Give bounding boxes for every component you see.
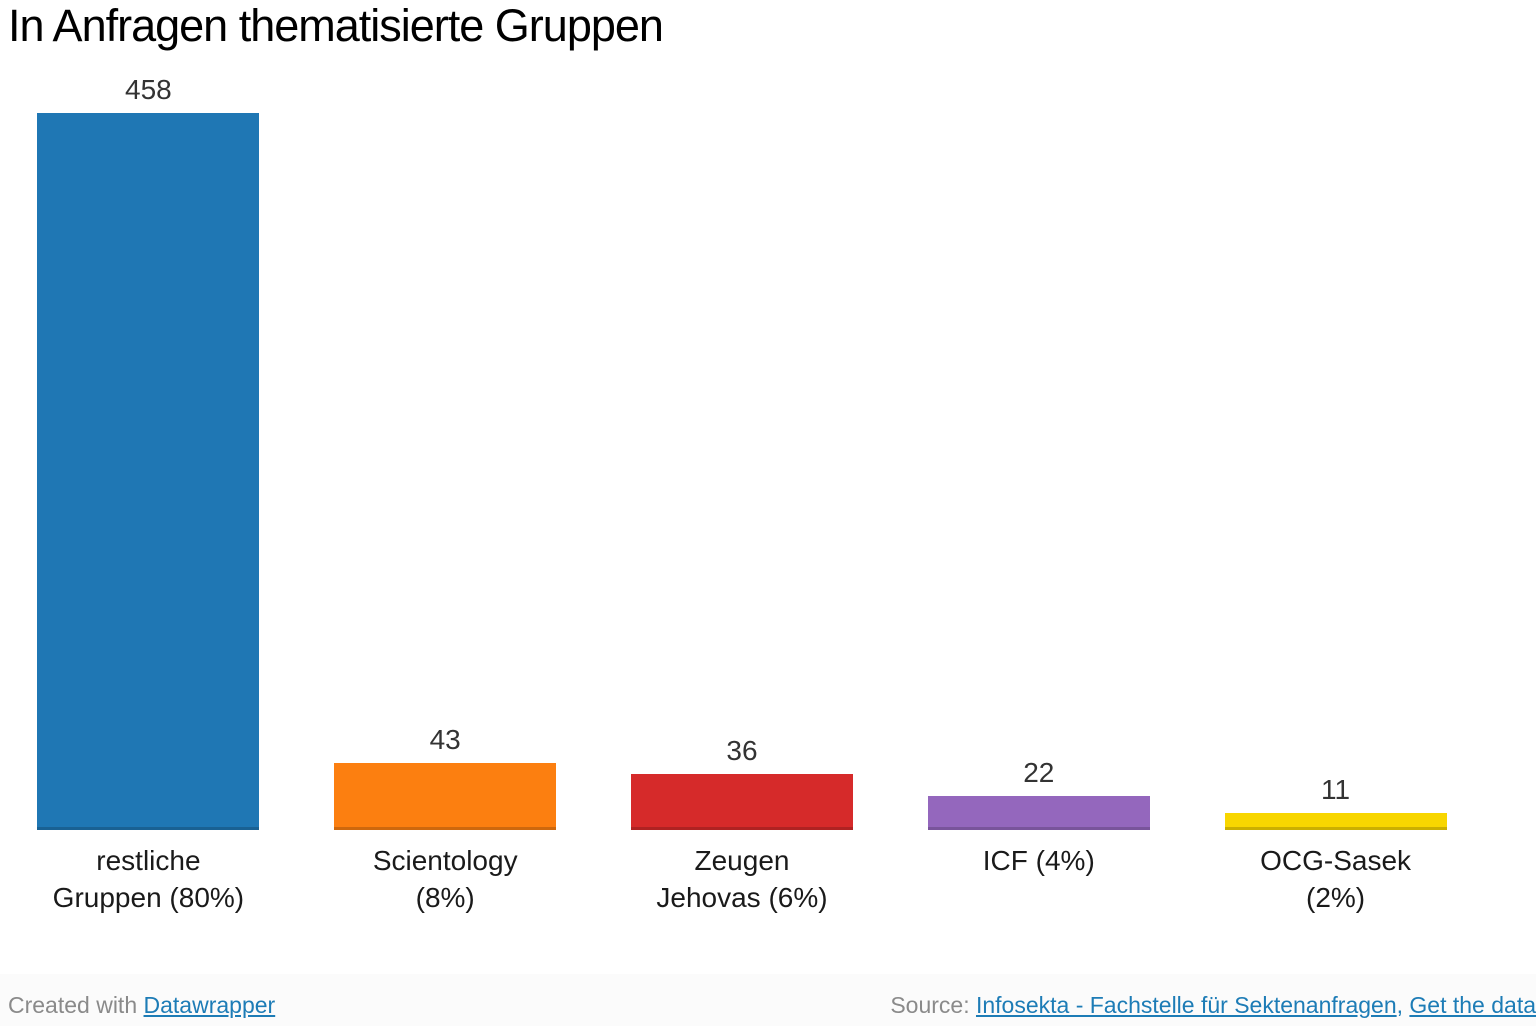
bar-column: 458 <box>0 70 297 830</box>
bar-restliche-gruppen <box>37 113 260 830</box>
label-line: OCG-Sasek <box>1260 845 1412 876</box>
bar-value-label: 22 <box>1023 757 1055 789</box>
bar-zeugen-jehovas <box>630 774 853 830</box>
label-line: restliche <box>96 845 201 876</box>
category-label-icf: ICF (4%) <box>890 842 1187 916</box>
page-title: In Anfragen thematisierte Gruppen <box>8 0 664 51</box>
label-line: Jehovas (6%) <box>656 882 828 913</box>
get-the-data-link[interactable]: Get the data <box>1409 992 1536 1018</box>
bar-value-label: 43 <box>429 724 461 756</box>
bar-column: 36 <box>594 70 891 830</box>
label-line: (2%) <box>1306 882 1366 913</box>
source-label: Source: <box>890 992 970 1018</box>
category-label-zeugen-jehovas: Zeugen Jehovas (6%) <box>594 842 891 916</box>
label-line: Zeugen <box>694 845 790 876</box>
bar-icf <box>927 796 1150 830</box>
label-line: Gruppen (80%) <box>52 882 245 913</box>
bar-value-label: 11 <box>1321 774 1351 806</box>
source-link[interactable]: Infosekta - Fachstelle für Sektenanfrage… <box>975 992 1397 1018</box>
bar-ocg-sasek <box>1224 813 1447 830</box>
category-label-restliche-gruppen: restliche Gruppen (80%) <box>0 842 297 916</box>
category-label-scientology: Scientology (8%) <box>297 842 594 916</box>
bar-column: 11 <box>1187 70 1484 830</box>
datawrapper-link[interactable]: Datawrapper <box>143 992 276 1018</box>
attribution: Created with Datawrapper <box>8 992 275 1019</box>
label-line: (8%) <box>415 882 475 913</box>
source-line: Source: Infosekta - Fachstelle für Sekte… <box>890 992 1536 1019</box>
created-with-text: Created with <box>8 992 138 1018</box>
label-line: ICF (4%) <box>982 845 1095 876</box>
bar-chart: 458 43 36 22 11 <box>0 70 1484 830</box>
label-line: Scientology <box>372 845 518 876</box>
bar-column: 43 <box>297 70 594 830</box>
bar-value-label: 36 <box>726 735 758 767</box>
category-labels: restliche Gruppen (80%) Scientology (8%)… <box>0 842 1484 916</box>
chart-footer: Created with Datawrapper Source: Infosek… <box>0 974 1536 1026</box>
category-label-ocg-sasek: OCG-Sasek (2%) <box>1187 842 1484 916</box>
bar-column: 22 <box>890 70 1187 830</box>
separator: , <box>1396 992 1404 1018</box>
bar-scientology <box>334 763 557 830</box>
bar-value-label: 458 <box>125 74 172 106</box>
